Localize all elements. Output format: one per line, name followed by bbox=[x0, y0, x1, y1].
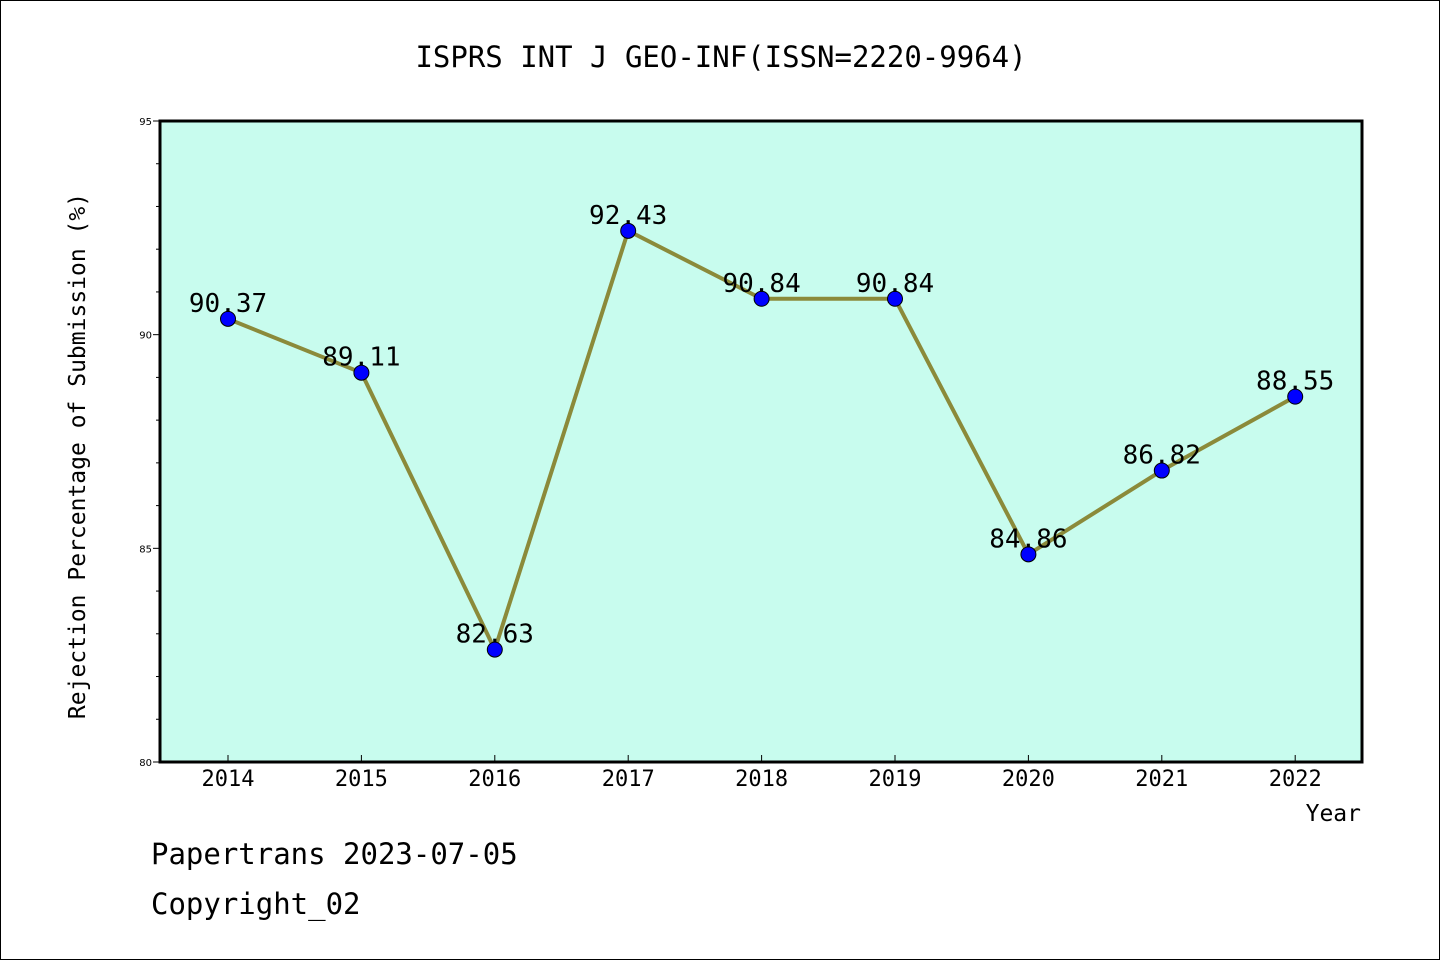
chart-title: ISPRS INT J GEO-INF(ISSN=2220-9964) bbox=[415, 40, 1026, 74]
data-label: 84.86 bbox=[989, 524, 1067, 554]
y-tick-label: 95 bbox=[139, 117, 152, 128]
data-point bbox=[353, 364, 370, 381]
data-label: 86.82 bbox=[1123, 441, 1201, 471]
data-point bbox=[1020, 546, 1037, 563]
x-tick-label: 2014 bbox=[202, 767, 255, 792]
x-tick-label: 2020 bbox=[1002, 767, 1055, 792]
x-tick-label: 2015 bbox=[335, 767, 388, 792]
footer-line-2: Copyright_02 bbox=[151, 887, 361, 921]
data-label: 90.84 bbox=[856, 269, 934, 299]
data-label: 92.43 bbox=[589, 201, 667, 231]
x-tick-label: 2018 bbox=[735, 767, 788, 792]
data-label: 90.84 bbox=[722, 269, 800, 299]
y-tick-label: 90 bbox=[139, 331, 152, 342]
plot-area bbox=[160, 121, 1362, 762]
x-tick-label: 2022 bbox=[1269, 767, 1322, 792]
data-point bbox=[1287, 388, 1304, 405]
data-label: 89.11 bbox=[322, 343, 400, 373]
data-point bbox=[620, 222, 637, 239]
data-point bbox=[486, 641, 503, 658]
x-tick-label: 2016 bbox=[468, 767, 521, 792]
data-point bbox=[887, 290, 903, 307]
x-tick-label: 2017 bbox=[602, 767, 655, 792]
x-tick-label: 2019 bbox=[869, 767, 922, 792]
data-point bbox=[220, 310, 236, 327]
y-tick-label: 80 bbox=[139, 758, 152, 769]
data-label: 82.63 bbox=[456, 620, 534, 650]
footer-line-1: Papertrans 2023-07-05 bbox=[151, 837, 518, 871]
data-label: 90.37 bbox=[189, 289, 267, 319]
data-point bbox=[753, 290, 770, 307]
y-tick-label: 85 bbox=[139, 544, 152, 555]
x-axis-label: Year bbox=[1306, 801, 1361, 827]
data-label: 88.55 bbox=[1256, 367, 1334, 397]
plot-border bbox=[158, 119, 1364, 764]
x-tick-label: 2021 bbox=[1135, 767, 1188, 792]
y-axis-label: Rejection Percentage of Submission (%) bbox=[65, 193, 91, 719]
data-point bbox=[1153, 462, 1170, 479]
